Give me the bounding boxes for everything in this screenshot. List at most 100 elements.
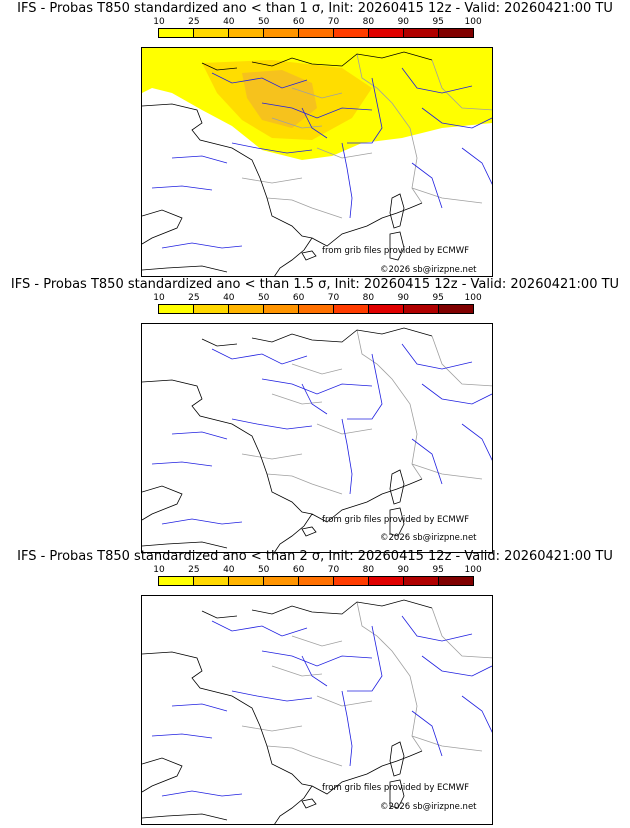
river xyxy=(301,383,328,415)
coastline xyxy=(142,51,433,276)
legend-swatch xyxy=(229,305,264,313)
river xyxy=(171,703,228,712)
legend-label: 80 xyxy=(362,565,375,575)
admin-border xyxy=(356,601,423,752)
legend-label: 80 xyxy=(362,17,375,27)
river xyxy=(171,155,228,164)
panel-title: IFS - Probas T850 standardized ano < tha… xyxy=(17,1,613,16)
river xyxy=(421,107,492,129)
legend-swatch xyxy=(439,305,473,313)
legend-label: 100 xyxy=(464,293,482,303)
legend-label: 50 xyxy=(257,565,270,575)
legend-label: 80 xyxy=(362,293,375,303)
admin-border xyxy=(431,607,492,659)
admin-border xyxy=(266,197,343,219)
map-canvas xyxy=(142,327,492,552)
probability-map xyxy=(141,47,493,277)
admin-border xyxy=(291,87,343,99)
map-canvas xyxy=(142,48,492,276)
river xyxy=(347,77,383,144)
coastline xyxy=(301,798,317,809)
coastline xyxy=(301,526,317,537)
admin-border xyxy=(271,393,323,405)
legend-swatch xyxy=(264,577,299,585)
river xyxy=(347,353,383,420)
river xyxy=(461,695,492,733)
admin-border xyxy=(411,463,483,480)
river xyxy=(161,518,243,525)
river xyxy=(341,690,353,767)
coastline xyxy=(301,250,317,261)
coastline xyxy=(389,741,405,777)
river xyxy=(401,67,473,94)
legend-labels: 10 25 40 50 60 70 80 90 95 100 xyxy=(153,565,481,577)
admin-border xyxy=(271,665,323,677)
coastline xyxy=(142,599,433,824)
legend-swatch xyxy=(404,305,439,313)
legend-label: 100 xyxy=(464,17,482,27)
river xyxy=(411,162,443,209)
legend-swatch xyxy=(229,577,264,585)
river xyxy=(261,650,373,667)
river xyxy=(301,655,328,687)
river xyxy=(401,615,473,642)
admin-border xyxy=(266,745,343,767)
river xyxy=(411,710,443,757)
legend-swatch xyxy=(159,577,194,585)
river xyxy=(171,431,228,440)
probability-map xyxy=(141,595,493,825)
river xyxy=(161,242,243,249)
legend-swatch xyxy=(439,29,473,37)
legend-label: 70 xyxy=(327,293,340,303)
river xyxy=(341,418,353,495)
legend-label: 100 xyxy=(464,565,482,575)
map-panel-1: IFS - Probas T850 standardized ano < tha… xyxy=(0,0,630,277)
coastline xyxy=(389,507,405,537)
legend-swatch xyxy=(264,305,299,313)
admin-border xyxy=(431,59,492,111)
legend-label: 95 xyxy=(432,565,444,575)
legend-swatch xyxy=(334,577,369,585)
legend-swatch xyxy=(194,577,229,585)
legend-label: 90 xyxy=(397,293,410,303)
probability-map xyxy=(141,323,493,553)
legend-label: 10 xyxy=(153,17,165,27)
admin-border xyxy=(291,363,343,375)
admin-border xyxy=(316,423,373,435)
admin-border xyxy=(241,177,303,184)
river xyxy=(151,461,213,467)
admin-border xyxy=(316,695,373,707)
river xyxy=(421,655,492,677)
river xyxy=(347,625,383,692)
legend-swatch xyxy=(334,305,369,313)
map-canvas xyxy=(142,599,492,824)
legend-labels: 10 25 40 50 60 70 80 90 95 100 xyxy=(153,17,481,29)
coastline xyxy=(389,231,405,261)
source-credit: from grib files provided by ECMWF xyxy=(322,246,469,256)
river xyxy=(261,378,373,395)
copyright-credit: ©2026 sb@irizpne.net xyxy=(380,533,477,543)
map-panel-2: IFS - Probas T850 standardized ano < tha… xyxy=(0,276,630,553)
river xyxy=(231,142,313,154)
river xyxy=(231,690,313,702)
source-credit: from grib files provided by ECMWF xyxy=(322,783,469,793)
admin-border xyxy=(411,187,483,204)
admin-border xyxy=(356,53,423,204)
legend-swatch xyxy=(194,29,229,37)
river xyxy=(421,383,492,405)
river xyxy=(261,102,373,119)
panel-title: IFS - Probas T850 standardized ano < tha… xyxy=(10,277,620,292)
legend-label: 40 xyxy=(223,17,235,27)
legend-label: 90 xyxy=(397,565,410,575)
coastline xyxy=(389,193,405,229)
legend-swatch xyxy=(194,305,229,313)
river xyxy=(301,107,328,139)
legend-swatch xyxy=(159,29,194,37)
coastline xyxy=(389,469,405,505)
legend-label: 70 xyxy=(327,17,340,27)
admin-border xyxy=(316,147,373,159)
legend-swatch xyxy=(369,577,404,585)
admin-border xyxy=(241,453,303,460)
admin-border xyxy=(291,635,343,647)
admin-border xyxy=(271,117,323,129)
